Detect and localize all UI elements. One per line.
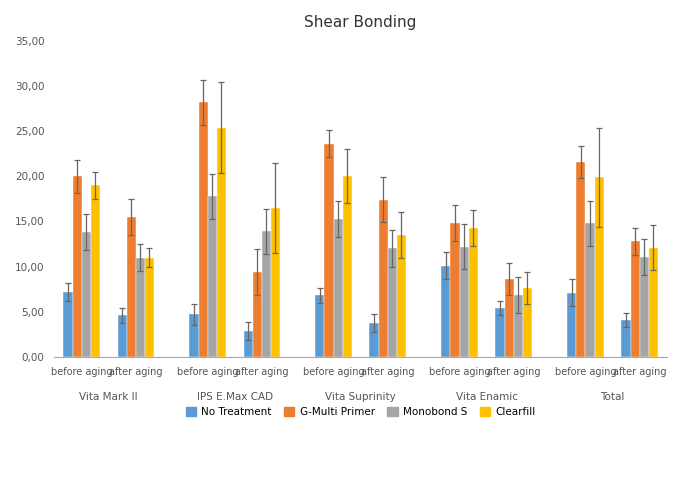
Bar — [334, 219, 342, 357]
Text: Total: Total — [600, 391, 625, 402]
Bar — [244, 331, 253, 357]
Bar — [586, 223, 595, 357]
Bar — [523, 288, 532, 357]
Bar — [253, 272, 262, 357]
Text: Vita Enamic: Vita Enamic — [456, 391, 518, 402]
Bar — [127, 217, 136, 357]
Bar — [640, 256, 649, 357]
Bar — [73, 176, 82, 357]
Bar — [495, 308, 505, 357]
Bar — [315, 295, 325, 357]
Text: Vita Mark II: Vita Mark II — [79, 391, 138, 402]
Bar — [369, 323, 379, 357]
Bar — [208, 196, 216, 357]
Bar — [576, 162, 586, 357]
Bar — [460, 247, 469, 357]
Text: Vita Suprinity: Vita Suprinity — [325, 391, 396, 402]
Bar — [441, 266, 451, 357]
Bar — [145, 257, 154, 357]
Bar — [595, 177, 603, 357]
Bar — [649, 248, 658, 357]
Title: Shear Bonding: Shear Bonding — [304, 15, 416, 30]
Bar — [199, 102, 208, 357]
Bar — [118, 315, 127, 357]
Bar — [567, 293, 576, 357]
Bar — [262, 231, 271, 357]
Bar — [190, 314, 199, 357]
Bar — [621, 320, 630, 357]
Bar — [271, 208, 280, 357]
Bar — [469, 228, 477, 357]
Bar — [388, 249, 397, 357]
Bar — [136, 257, 145, 357]
Bar — [325, 144, 334, 357]
Bar — [64, 292, 73, 357]
Bar — [630, 241, 640, 357]
Text: IPS E.Max CAD: IPS E.Max CAD — [197, 391, 273, 402]
Bar — [451, 223, 460, 357]
Bar — [397, 235, 406, 357]
Bar — [379, 200, 388, 357]
Bar — [342, 176, 352, 357]
Bar — [216, 128, 226, 357]
Legend: No Treatment, G-Multi Primer, Monobond S, Clearfill: No Treatment, G-Multi Primer, Monobond S… — [182, 403, 540, 421]
Bar — [514, 295, 523, 357]
Bar — [82, 232, 91, 357]
Bar — [505, 279, 514, 357]
Bar — [91, 185, 100, 357]
